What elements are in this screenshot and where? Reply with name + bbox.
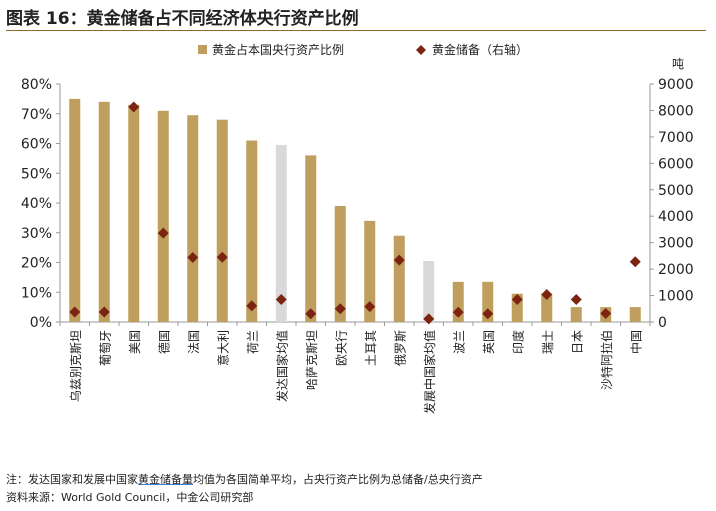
- marker-5: [187, 251, 199, 263]
- bar-11: [364, 220, 376, 322]
- chart-source: 资料来源：World Gold Council，中金公司研究部: [6, 491, 254, 504]
- category-label: 法国: [187, 330, 201, 354]
- note-prefix: 注：发达国家和发展中国家: [6, 473, 138, 486]
- right-tick-label: 7000: [658, 130, 694, 146]
- category-label: 中国: [628, 330, 643, 354]
- bar-20: [629, 307, 641, 322]
- category-label: 沙特阿拉伯: [599, 330, 614, 390]
- right-axis-unit: 吨: [672, 57, 684, 71]
- bar-15: [482, 281, 494, 322]
- bar-8: [275, 144, 287, 322]
- left-tick-label: 60%: [21, 137, 52, 153]
- bar-1: [69, 98, 81, 322]
- chart-title: 图表 16：黄金储备占不同经济体央行资产比例: [6, 9, 359, 29]
- marker-3: [128, 101, 140, 113]
- marker-2: [98, 306, 110, 318]
- right-tick-label: 3000: [658, 236, 694, 252]
- category-label: 印度: [510, 330, 525, 354]
- marker-18: [570, 294, 582, 306]
- note-term: 黄金储备量: [138, 473, 193, 486]
- marker-9: [305, 308, 317, 320]
- legend-label-marker: 黄金储备（右轴）: [432, 42, 528, 57]
- bar-2: [98, 101, 110, 322]
- left-tick-label: 50%: [21, 166, 52, 182]
- title-divider: [6, 30, 706, 31]
- category-label: 土耳其: [364, 330, 378, 366]
- marker-4: [157, 227, 169, 239]
- note-suffix: 均值为各国简单平均，占央行资产比例为总储备/总央行资产: [193, 473, 483, 486]
- category-label: 美国: [128, 330, 142, 354]
- marker-19: [600, 308, 612, 320]
- marker-20: [629, 256, 641, 268]
- right-tick-label: 0: [658, 315, 667, 331]
- category-label: 日本: [570, 330, 584, 354]
- right-tick-label: 4000: [658, 209, 694, 225]
- category-label: 发展中国家均值: [422, 330, 437, 414]
- marker-16: [511, 294, 523, 306]
- right-tick-label: 9000: [658, 77, 694, 93]
- bar-5: [187, 115, 199, 322]
- marker-8: [275, 294, 287, 306]
- category-label: 英国: [482, 330, 496, 354]
- marker-15: [482, 308, 494, 320]
- bar-6: [216, 119, 228, 322]
- bar-9: [305, 155, 317, 322]
- left-tick-label: 40%: [21, 196, 52, 212]
- bar-10: [334, 205, 346, 322]
- bar-3: [128, 104, 140, 322]
- category-label: 葡萄牙: [98, 330, 112, 366]
- left-tick-label: 20%: [21, 256, 52, 272]
- right-tick-label: 6000: [658, 156, 694, 172]
- marker-11: [364, 301, 376, 313]
- category-label: 波兰: [452, 330, 466, 354]
- category-label: 欧央行: [334, 330, 348, 366]
- right-tick-label: 5000: [658, 183, 694, 199]
- category-label: 意大利: [215, 330, 230, 366]
- left-tick-label: 10%: [21, 285, 52, 301]
- bar-17: [541, 293, 553, 322]
- marker-14: [452, 306, 464, 318]
- left-tick-label: 70%: [21, 107, 52, 123]
- category-label: 乌兹别克斯坦: [68, 330, 83, 402]
- bar-14: [452, 281, 464, 322]
- bar-16: [511, 293, 523, 322]
- right-tick-label: 8000: [658, 103, 694, 119]
- marker-1: [69, 306, 81, 318]
- category-label: 哈萨克斯坦: [305, 330, 319, 390]
- marker-10: [334, 303, 346, 315]
- right-tick-label: 2000: [658, 262, 694, 278]
- marker-7: [246, 300, 258, 312]
- left-tick-label: 0%: [30, 315, 52, 331]
- left-tick-label: 30%: [21, 226, 52, 242]
- marker-12: [393, 254, 405, 266]
- bar-scatter-chart: 黄金占本国央行资产比例 黄金储备（右轴） 吨 0% 10% 20% 30% 40% 50% 60%…: [21, 42, 694, 414]
- bar-18: [570, 307, 582, 322]
- bar-7: [246, 140, 258, 322]
- category-label: 俄罗斯: [393, 330, 407, 366]
- category-label: 发达国家均值: [274, 330, 289, 402]
- bar-13: [423, 261, 435, 322]
- chart-note: 注：发达国家和发展中国家黄金储备量均值为各国简单平均，占央行资产比例为总储备/总…: [6, 471, 483, 487]
- marker-17: [541, 288, 553, 300]
- category-label: 瑞士: [541, 330, 555, 354]
- bar-4: [157, 110, 169, 323]
- right-tick-label: 1000: [658, 289, 694, 305]
- left-tick-label: 80%: [21, 77, 52, 93]
- category-label: 荷兰: [246, 330, 260, 354]
- category-label: 德国: [156, 330, 171, 354]
- bar-12: [393, 235, 405, 322]
- legend-label-bar: 黄金占本国央行资产比例: [212, 42, 344, 57]
- legend-swatch-bar: [198, 45, 207, 54]
- marker-13: [423, 313, 435, 325]
- marker-6: [216, 251, 228, 263]
- legend-swatch-marker: [416, 45, 426, 55]
